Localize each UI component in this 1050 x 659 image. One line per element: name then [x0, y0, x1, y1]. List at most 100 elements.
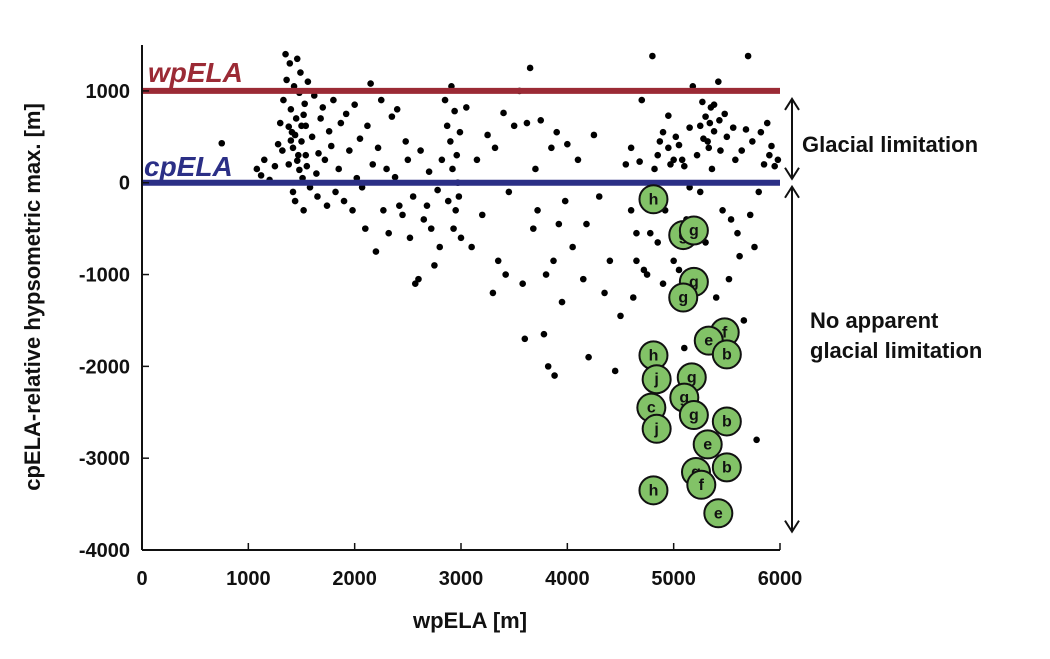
marker-label: h — [649, 482, 659, 499]
data-point — [377, 96, 385, 104]
data-point — [706, 119, 714, 127]
marker-label: f — [722, 324, 728, 341]
data-point — [302, 151, 310, 159]
data-point — [369, 161, 377, 168]
data-point — [274, 140, 282, 148]
data-point — [279, 147, 286, 154]
data-point — [434, 186, 441, 194]
data-point — [374, 144, 382, 152]
data-point — [763, 119, 771, 127]
marker-label: h — [649, 347, 659, 364]
data-point — [383, 165, 390, 173]
data-point — [751, 243, 758, 251]
data-point — [298, 138, 305, 145]
data-point — [351, 101, 358, 108]
data-point — [292, 115, 300, 122]
data-point — [289, 144, 297, 152]
data-point — [646, 229, 654, 237]
data-point — [696, 122, 704, 130]
data-point — [282, 50, 289, 58]
data-point — [402, 138, 410, 145]
data-point — [342, 110, 350, 118]
marker-label: g — [679, 390, 689, 407]
data-point — [693, 151, 701, 159]
data-point — [633, 229, 640, 237]
data-point — [297, 69, 304, 76]
data-point — [463, 104, 470, 111]
data-point — [391, 173, 399, 181]
data-point — [716, 116, 723, 124]
marker-label: g — [689, 407, 699, 424]
marker-label: g — [678, 290, 688, 307]
data-point — [768, 142, 775, 150]
data-point — [638, 96, 646, 104]
data-point — [301, 100, 308, 108]
data-point — [579, 275, 587, 283]
data-point — [452, 206, 459, 214]
y-tick-label: 0 — [119, 173, 130, 195]
data-point — [736, 252, 743, 260]
marker-label: b — [722, 346, 732, 363]
data-point — [627, 206, 635, 214]
x-tick-label: 3000 — [439, 568, 484, 590]
data-point — [537, 116, 545, 124]
data-point — [540, 330, 548, 338]
data-point — [696, 188, 704, 196]
data-point — [590, 131, 598, 139]
data-point — [738, 147, 746, 154]
data-point — [659, 280, 667, 288]
data-point — [551, 372, 558, 379]
labeled-marker: e — [703, 498, 734, 529]
data-point — [561, 197, 569, 205]
data-point — [749, 138, 756, 145]
data-point — [308, 133, 316, 141]
data-point — [325, 128, 333, 135]
data-point — [260, 156, 268, 164]
labeled-marker: h — [638, 184, 669, 215]
data-point — [280, 96, 287, 104]
data-point — [519, 280, 526, 288]
data-point — [349, 206, 356, 214]
data-point — [725, 275, 733, 283]
data-point — [286, 60, 294, 67]
x-tick-label: 4000 — [545, 568, 590, 590]
data-point — [523, 119, 531, 127]
data-point — [710, 128, 718, 135]
data-point — [287, 105, 295, 113]
marker-circle — [711, 452, 742, 483]
data-point — [675, 266, 683, 274]
data-point — [455, 193, 463, 200]
annotations: Glacial limitation No apparent glacial li… — [784, 97, 982, 534]
data-point — [291, 131, 299, 139]
data-point — [757, 128, 765, 136]
cpela-line-label: cpELA — [144, 151, 233, 182]
data-point — [753, 436, 760, 444]
no-glacial-limitation-arrow — [784, 184, 800, 534]
data-point — [285, 123, 293, 131]
data-point — [337, 119, 345, 127]
data-point — [672, 133, 680, 141]
marker-circle — [678, 400, 709, 431]
data-point — [295, 151, 302, 159]
data-point — [611, 367, 619, 375]
data-point — [532, 165, 539, 173]
data-point — [640, 266, 648, 274]
labeled-marker: g — [678, 215, 709, 246]
data-point — [742, 126, 750, 133]
data-point — [721, 110, 729, 118]
data-point — [291, 197, 299, 205]
arrow-head-up — [784, 97, 800, 111]
marker-circle — [641, 364, 672, 395]
marker-label: b — [722, 459, 732, 476]
data-point — [727, 216, 735, 223]
data-point — [681, 162, 688, 170]
data-point — [732, 156, 739, 164]
marker-label: j — [653, 371, 658, 388]
wpela-line-label: wpELA — [148, 57, 243, 88]
y-tick-label: 1000 — [86, 81, 131, 103]
data-point — [771, 162, 778, 170]
data-point — [729, 124, 737, 131]
labeled-marker: h — [638, 475, 669, 506]
data-point — [622, 161, 630, 168]
data-point — [484, 131, 491, 139]
